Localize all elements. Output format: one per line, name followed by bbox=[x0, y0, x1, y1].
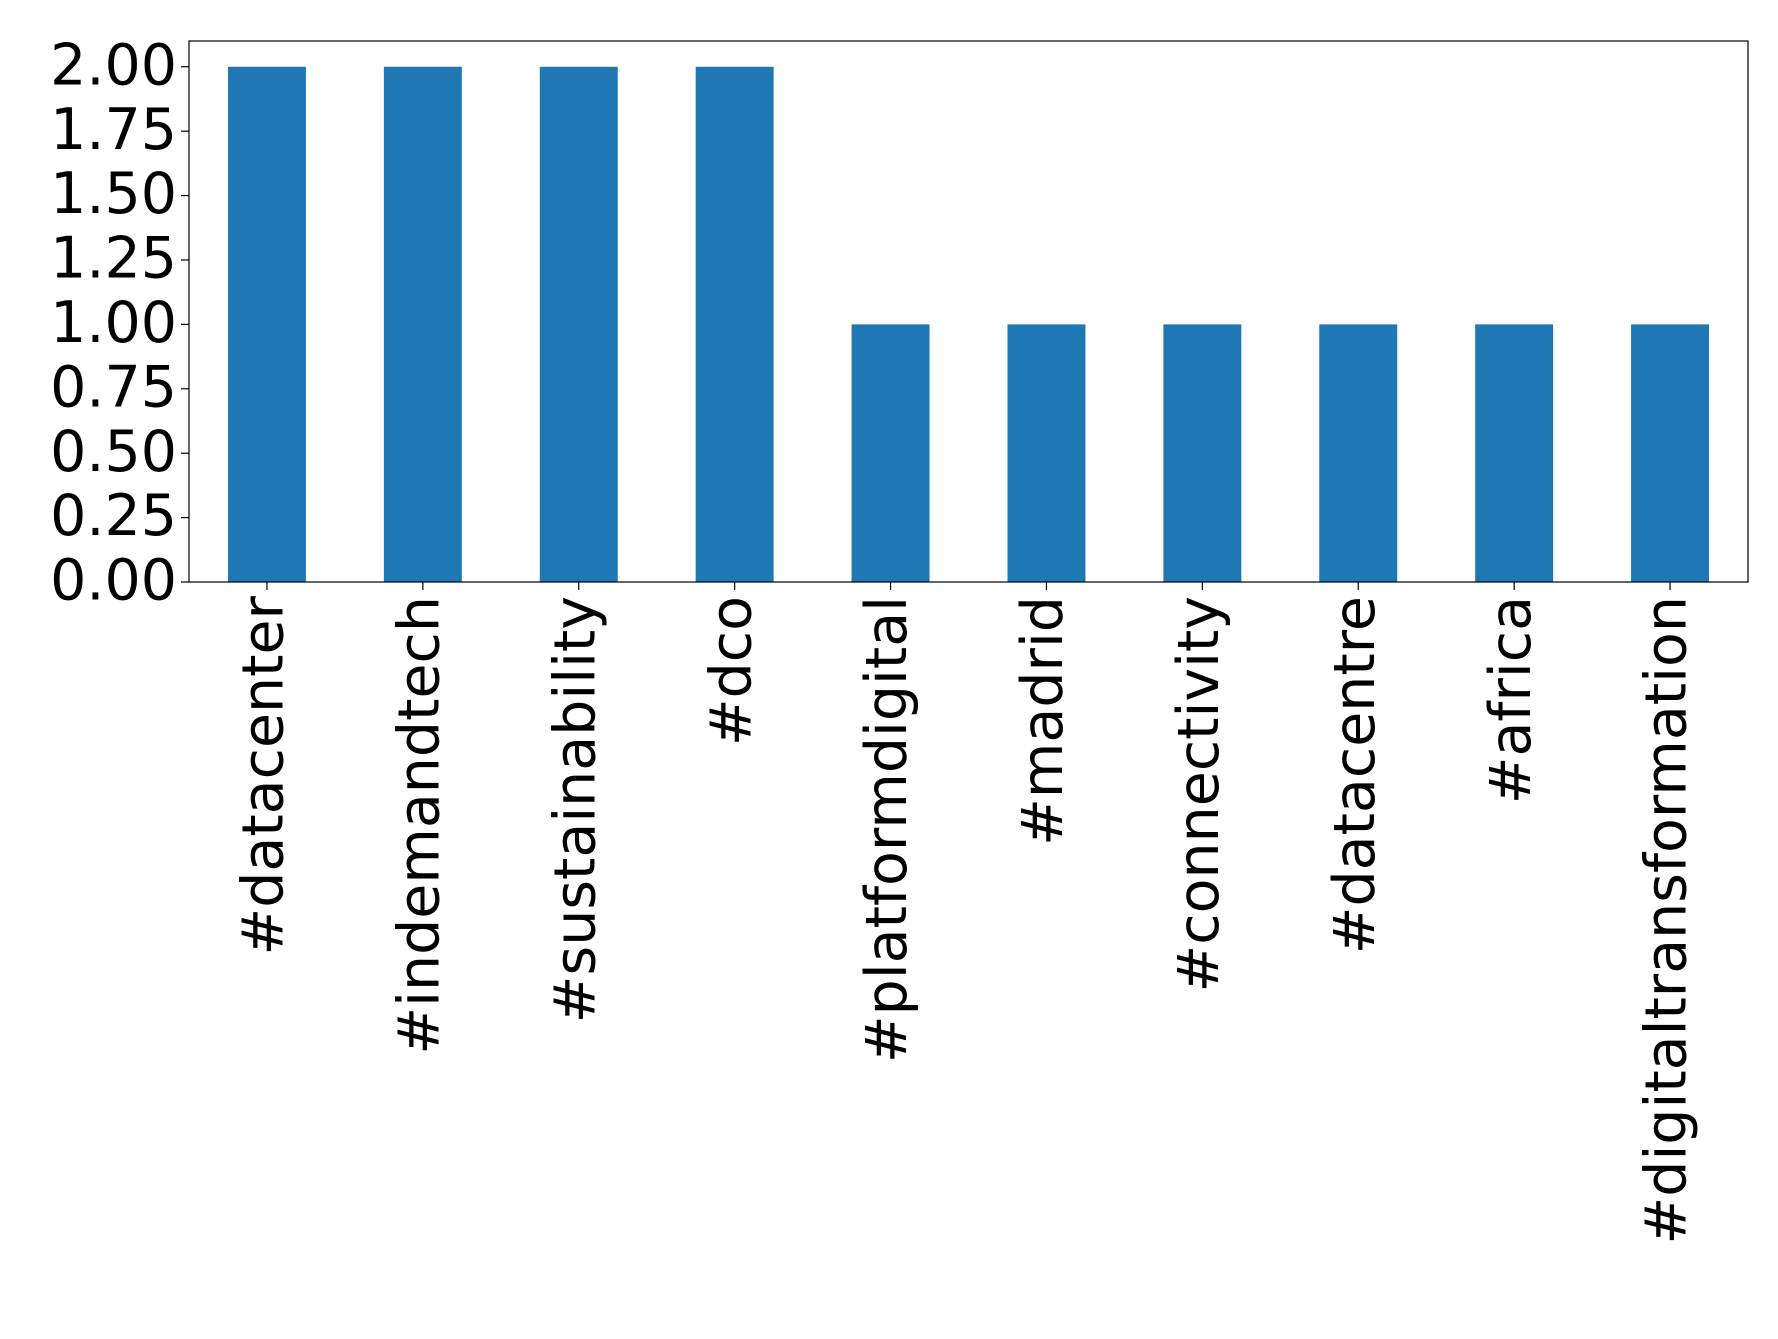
bar bbox=[1475, 324, 1554, 582]
bar bbox=[695, 66, 774, 582]
y-tick-label: 0.25 bbox=[50, 483, 177, 549]
x-tick-label: #datacentre bbox=[1322, 596, 1388, 954]
x-tick-label: #madrid bbox=[1010, 596, 1076, 846]
x-tick-label: #digitaltransformation bbox=[1634, 596, 1700, 1244]
bar bbox=[1007, 324, 1086, 582]
y-tick-label: 1.25 bbox=[50, 226, 177, 292]
y-tick-label: 1.00 bbox=[50, 290, 177, 356]
x-tick-label: #africa bbox=[1478, 596, 1544, 804]
x-tick-label: #datacenter bbox=[231, 595, 297, 955]
y-tick-label: 1.75 bbox=[50, 97, 177, 163]
x-tick-label: #platformdigital bbox=[854, 596, 920, 1063]
bar bbox=[1163, 324, 1242, 582]
x-tick-label: #indemandtech bbox=[386, 596, 452, 1055]
y-tick-label: 1.50 bbox=[50, 161, 177, 227]
y-tick-label: 2.00 bbox=[50, 32, 177, 98]
plot-frame bbox=[188, 40, 1749, 583]
bar bbox=[851, 324, 930, 582]
bar bbox=[539, 66, 618, 582]
y-tick-label: 0.50 bbox=[50, 419, 177, 485]
bar bbox=[1319, 324, 1398, 582]
x-tick-label: #sustainability bbox=[542, 596, 608, 1023]
bar bbox=[227, 66, 306, 582]
bar bbox=[1631, 324, 1710, 582]
y-tick-label: 0.00 bbox=[50, 548, 177, 614]
x-tick-label: #connectivity bbox=[1166, 596, 1232, 992]
x-tick-label: #dco bbox=[698, 596, 764, 746]
bar bbox=[383, 66, 462, 582]
y-tick-label: 0.75 bbox=[50, 354, 177, 420]
